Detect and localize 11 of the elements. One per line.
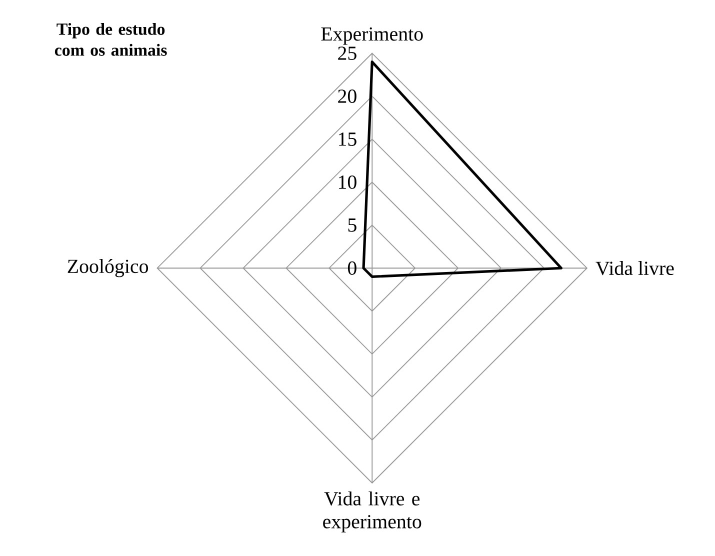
y-tick-label: 0 xyxy=(348,261,356,275)
chart-title: Tipo de estudo com os animais xyxy=(54,22,167,56)
y-tick-label: 5 xyxy=(348,218,356,232)
spoke-label: Experimento xyxy=(321,27,423,45)
y-tick-label: 15 xyxy=(338,132,356,146)
spoke-label: Vida livre xyxy=(596,261,674,276)
y-tick-label: 10 xyxy=(338,175,356,189)
spoke-label: Vida livre e experimento xyxy=(323,491,422,532)
y-tick-label: 20 xyxy=(338,90,356,103)
spoke-label: Zoológico xyxy=(68,259,148,278)
y-tick-label: 25 xyxy=(338,46,356,60)
